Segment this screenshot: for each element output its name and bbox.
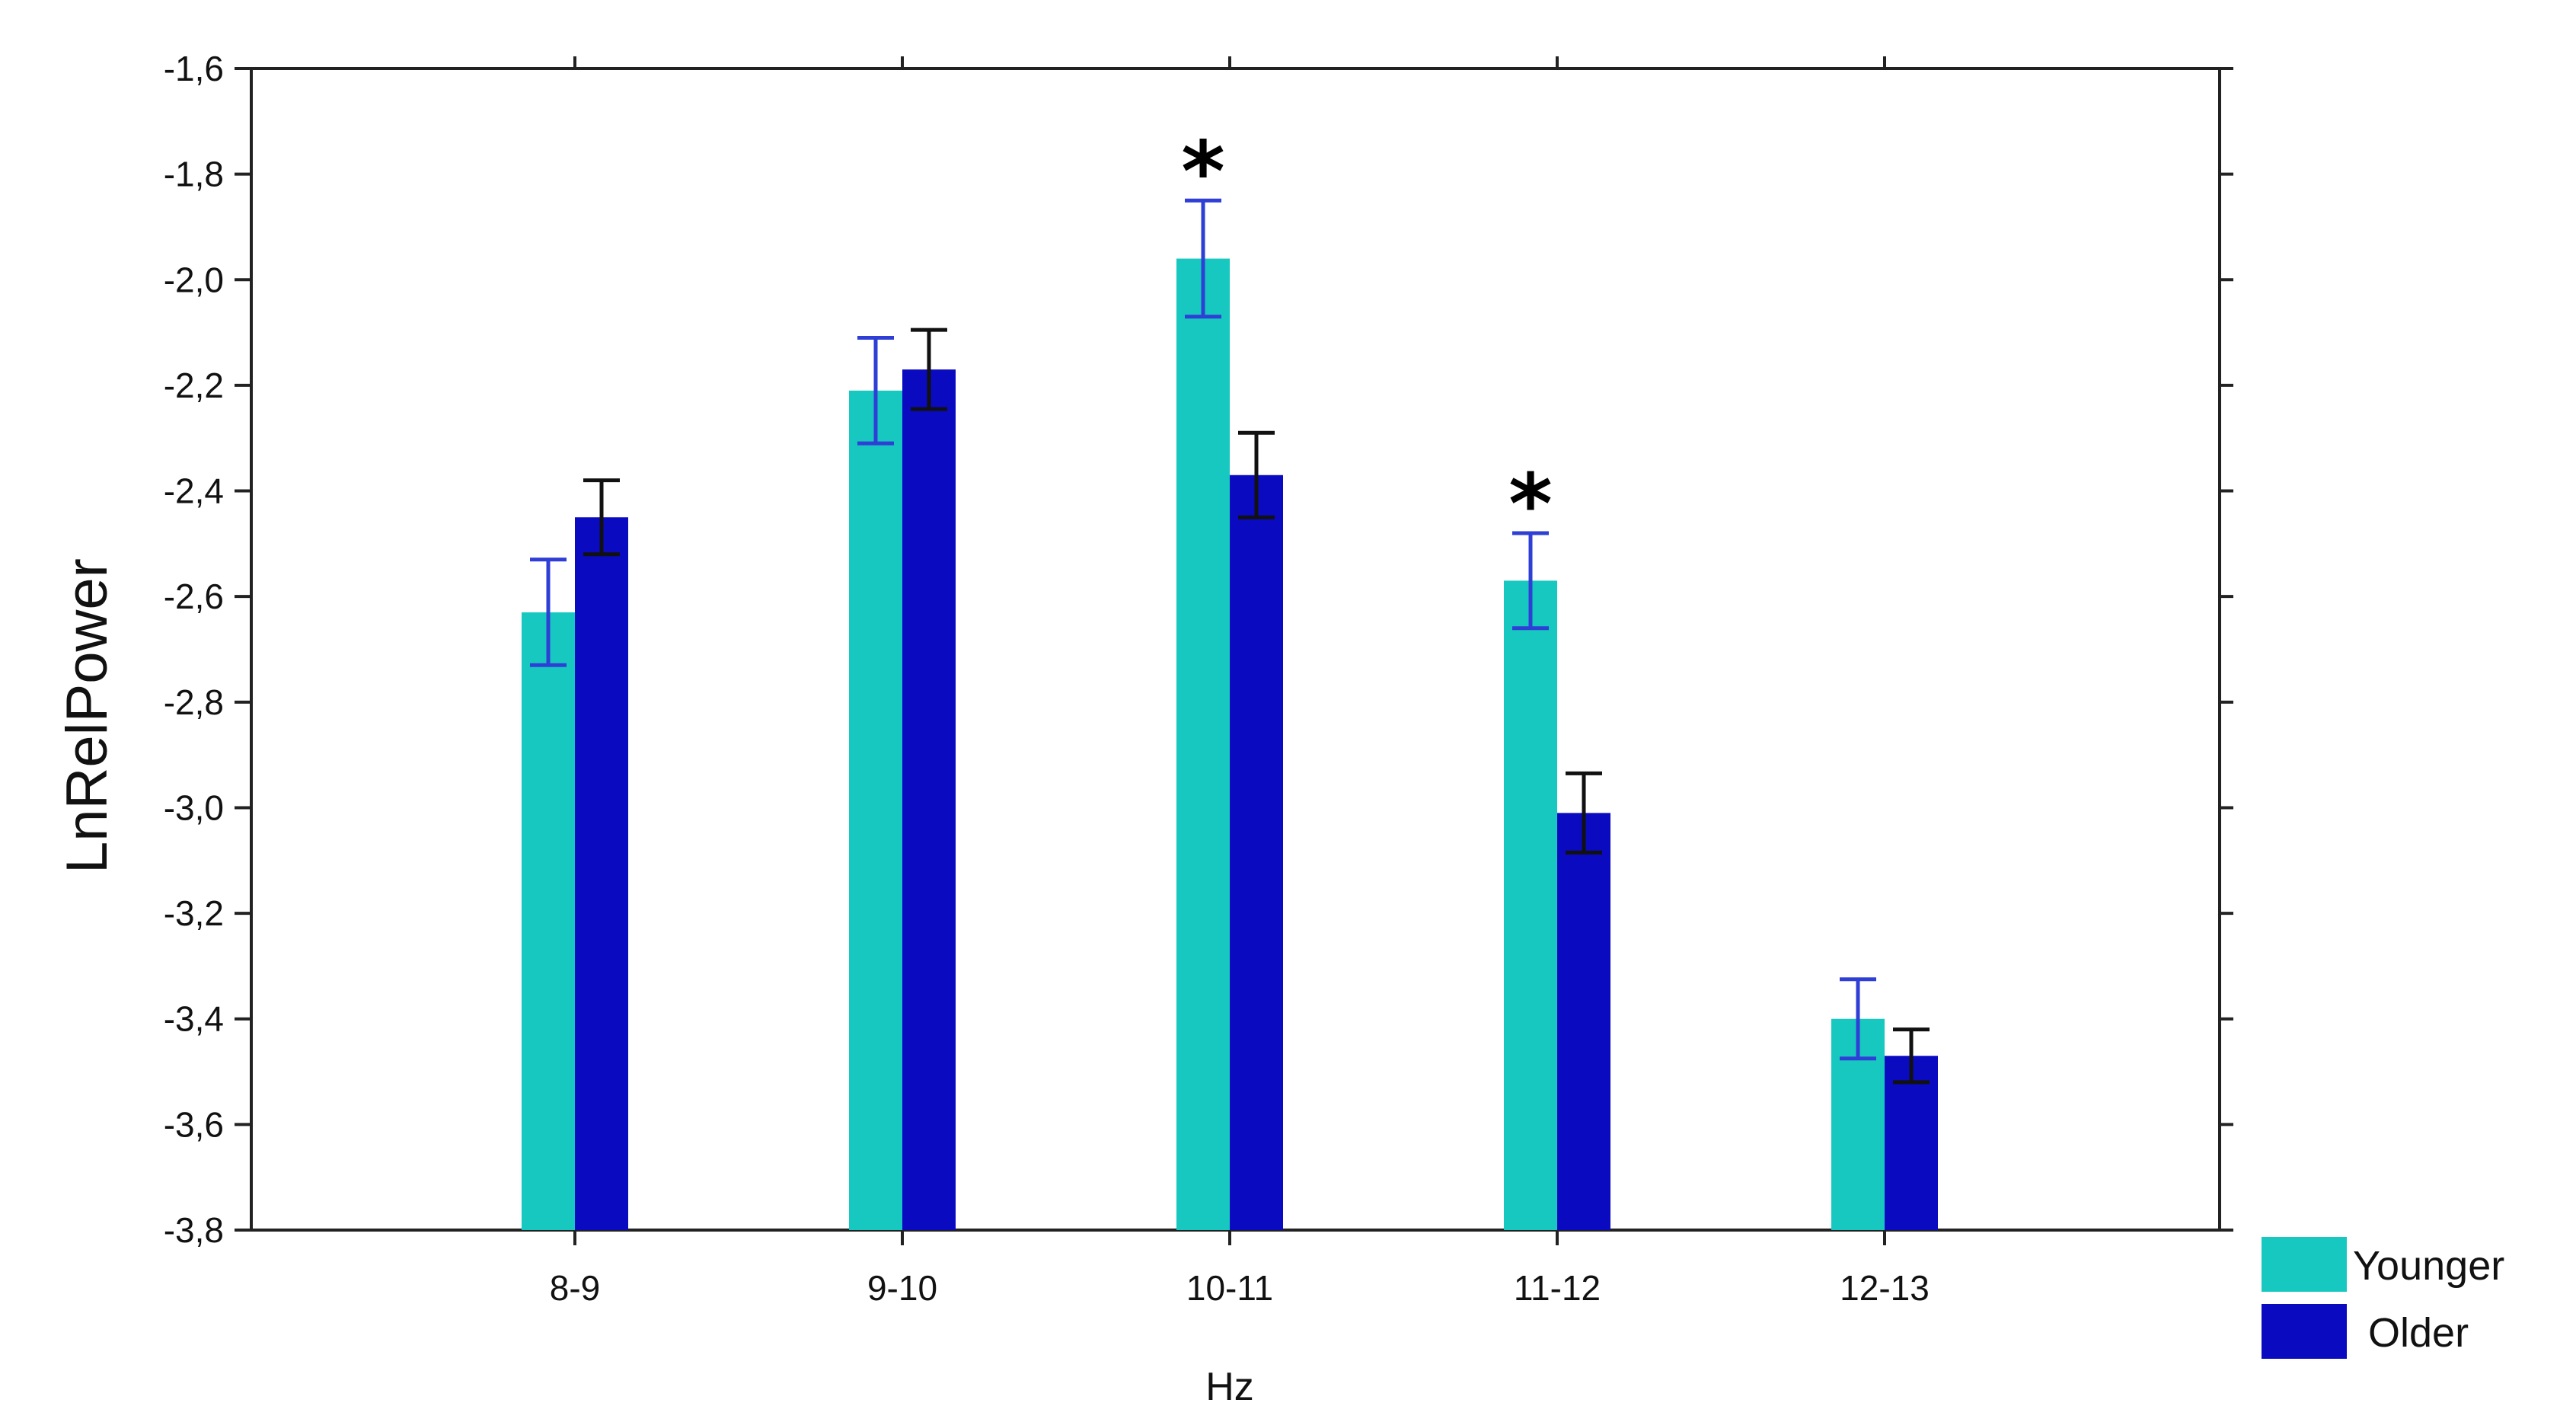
bar-younger [1504, 580, 1557, 1230]
y-tick-label: -2,4 [164, 471, 224, 511]
y-axis: -1,6 -1,8 -2,0 -2,2 -2,4 -2,6 -2,8 -3,0 -3,2 -3,4… [164, 49, 2233, 1250]
legend-label-younger: Younger [2353, 1243, 2504, 1289]
y-tick-label: -3,6 [164, 1104, 224, 1144]
x-tick-label: 9-10 [867, 1268, 937, 1308]
x-tick-label: 8-9 [550, 1268, 600, 1308]
bar-older [1557, 813, 1610, 1230]
legend-swatch-older [2262, 1304, 2347, 1359]
bars [522, 258, 1938, 1231]
x-axis: 8-9 9-10 10-11 11-12 12-13 [550, 56, 1930, 1308]
x-axis-title: Hz [1205, 1365, 1254, 1409]
y-tick-label: -2,8 [164, 682, 224, 722]
bar-younger [1176, 258, 1230, 1231]
significance-star: * [1181, 123, 1225, 220]
y-tick-label: -3,8 [164, 1210, 224, 1250]
significance-star: * [1508, 455, 1553, 553]
y-tick-label: -3,4 [164, 999, 224, 1039]
y-tick-label: -3,2 [164, 893, 224, 933]
y-tick-label: -3,0 [164, 788, 224, 827]
y-tick-label: -1,6 [164, 49, 224, 88]
x-tick-label: 11-12 [1514, 1268, 1601, 1308]
bar-older [1230, 475, 1283, 1230]
legend-label-older: Older [2368, 1310, 2469, 1356]
bar-older [902, 369, 956, 1230]
legend-swatch-younger [2262, 1237, 2347, 1292]
bar-older [1885, 1056, 1938, 1230]
annotations: ** [1181, 123, 1553, 553]
legend: Younger Older [2262, 1237, 2504, 1359]
bar-younger [522, 612, 575, 1230]
y-tick-label: -2,2 [164, 366, 224, 405]
y-axis-title: LnRelPower [55, 558, 120, 874]
y-tick-label: -2,6 [164, 577, 224, 616]
y-tick-label: -2,0 [164, 260, 224, 299]
bar-younger [849, 390, 902, 1231]
y-tick-label: -1,8 [164, 155, 224, 194]
error-bars [530, 198, 1930, 1085]
x-tick-label: 10-11 [1186, 1268, 1273, 1308]
x-tick-label: 12-13 [1840, 1268, 1930, 1308]
bar-older [575, 517, 628, 1230]
